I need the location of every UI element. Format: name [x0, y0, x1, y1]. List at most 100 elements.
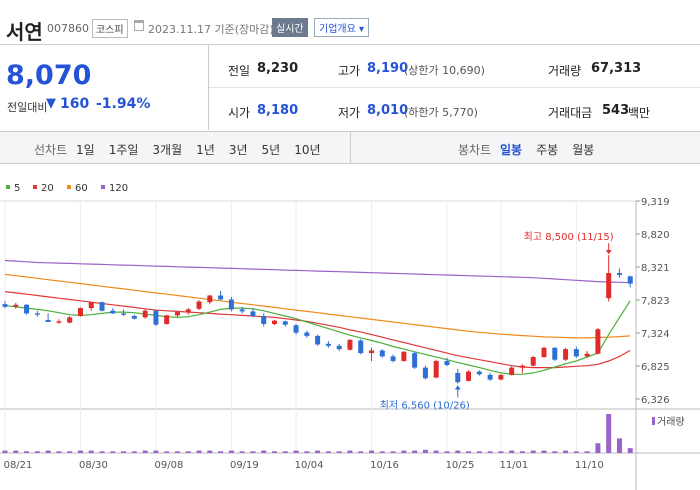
candle-body — [196, 301, 202, 309]
candle-chart-label: 봉차트 — [458, 143, 492, 157]
volume-bar — [315, 450, 321, 453]
candle-body — [616, 273, 622, 276]
legend-swatch-20 — [33, 185, 37, 189]
calendar-icon — [134, 20, 144, 31]
tab-candle-2[interactable]: 월봉 — [572, 143, 595, 157]
candle-body — [466, 371, 472, 381]
tab-period-1[interactable]: 1주일 — [108, 143, 139, 157]
volume-bar — [250, 451, 256, 453]
volume-bar — [530, 450, 536, 453]
volume-bar — [433, 450, 439, 453]
volume-bar — [56, 451, 62, 453]
tab-period-0[interactable]: 1일 — [76, 143, 95, 157]
stat-prev-value: 8,230 — [257, 61, 299, 76]
y-tick-label: 8,321 — [641, 263, 670, 274]
volume-bar — [67, 451, 73, 453]
candle-body — [401, 351, 407, 362]
candle-body — [239, 309, 245, 312]
volume-bar — [228, 450, 234, 453]
y-tick-label: 6,825 — [641, 362, 670, 373]
tab-divider — [350, 132, 351, 163]
volume-bar — [153, 450, 159, 453]
candle-body — [498, 374, 504, 380]
volume-bar — [13, 450, 19, 453]
volume-bar — [412, 450, 418, 453]
volume-legend-swatch — [652, 417, 655, 425]
candle-body — [13, 304, 19, 307]
volume-bar — [336, 451, 342, 453]
tab-period-5[interactable]: 5년 — [261, 143, 281, 157]
candle-body — [110, 310, 116, 314]
candle-body — [455, 372, 461, 383]
candle-body — [476, 371, 482, 375]
volume-bar — [390, 451, 396, 453]
candle-body — [519, 365, 525, 368]
y-tick-label: 6,326 — [641, 395, 670, 406]
tab-candle-1[interactable]: 주봉 — [536, 143, 559, 157]
volume-bar — [272, 451, 277, 453]
company-overview-button[interactable]: 기업개요 ▾ — [314, 18, 370, 37]
price-divider — [208, 45, 209, 130]
candle-body — [45, 320, 51, 322]
candle-body — [164, 315, 170, 324]
low-marker-arrow — [454, 385, 461, 390]
candle-body — [304, 332, 310, 336]
candle-body — [282, 321, 288, 325]
stats-row-divider — [209, 87, 700, 88]
ma5-line — [4, 300, 631, 375]
candle-body — [77, 308, 83, 317]
volume-bar — [422, 449, 428, 453]
candle-body — [325, 343, 331, 346]
legend-swatch-5 — [6, 185, 10, 189]
candle-body — [487, 374, 493, 380]
candle-body — [422, 367, 428, 379]
candle-body — [390, 356, 396, 362]
candle-body — [24, 304, 30, 314]
change-label: 전일대비 — [7, 101, 48, 114]
volume-bar — [519, 451, 525, 453]
stat-high-value: 8,190 — [367, 61, 409, 76]
stock-code: 007860 — [47, 22, 89, 35]
stat-amount-label: 거래대금 — [548, 106, 593, 120]
volume-bar — [88, 450, 94, 453]
volume-bar — [121, 451, 127, 453]
volume-bar — [509, 450, 515, 453]
tab-period-3[interactable]: 1년 — [196, 143, 215, 157]
y-tick-label: 7,823 — [641, 296, 670, 307]
volume-bar — [131, 451, 137, 453]
x-tick-label: 09/19 — [230, 460, 259, 471]
volume-bar — [369, 450, 375, 453]
x-tick-label: 10/16 — [370, 460, 399, 471]
candle-body — [207, 295, 213, 303]
candle-body — [88, 302, 94, 309]
stat-lower-limit: (하한가 5,770) — [404, 106, 478, 119]
volume-bar — [45, 450, 51, 453]
candle-body — [293, 325, 299, 333]
candle-body — [218, 295, 224, 300]
tab-period-2[interactable]: 3개월 — [152, 143, 183, 157]
stat-low-label: 저가 — [338, 106, 361, 120]
volume-bar — [616, 438, 622, 453]
x-tick-label: 10/04 — [295, 460, 324, 471]
ma120-line — [4, 259, 631, 284]
period-tabs: 1일 1주일 3개월 1년 3년 5년 10년 — [76, 141, 335, 158]
candle-body — [379, 350, 385, 357]
tab-period-6[interactable]: 10년 — [294, 143, 321, 157]
volume-bar — [584, 451, 590, 453]
volume-bar — [304, 451, 310, 453]
tab-period-4[interactable]: 3년 — [228, 143, 248, 157]
volume-bar — [606, 414, 612, 453]
company-overview-label: 기업개요 — [319, 24, 356, 35]
legend-label-5: 5 — [14, 183, 20, 194]
candle-body — [121, 313, 127, 315]
x-tick-label: 10/25 — [446, 460, 475, 471]
stat-amount-unit: 백만 — [628, 106, 651, 120]
volume-bar — [347, 450, 353, 453]
volume-bar — [293, 450, 299, 453]
tab-candle-0[interactable]: 일봉 — [500, 143, 523, 157]
candle-body — [541, 347, 547, 358]
realtime-button[interactable]: 실시간 — [272, 18, 308, 37]
volume-bar — [325, 451, 331, 453]
chevron-down-icon: ▾ — [359, 24, 365, 35]
legend-swatch-60 — [67, 185, 71, 189]
